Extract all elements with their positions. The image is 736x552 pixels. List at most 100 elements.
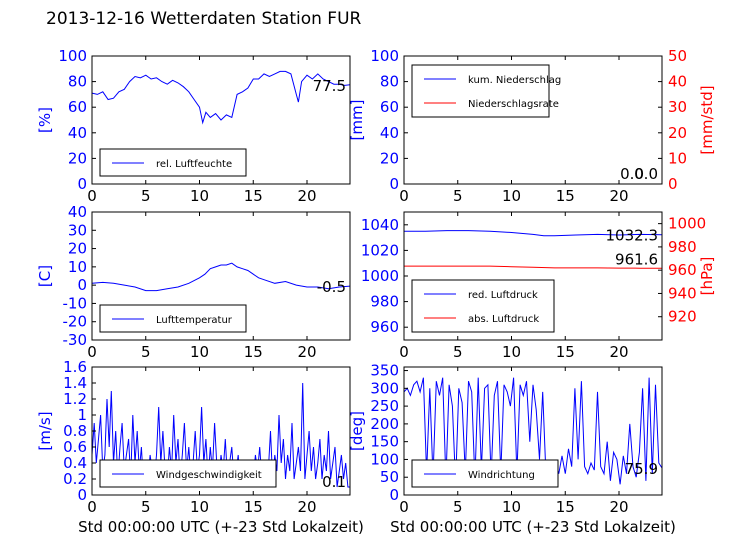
y-tick-label-windspeed: 1.2	[63, 390, 87, 408]
x-tick-label-pressure: 15	[556, 343, 575, 361]
legend-label-pressure: red. Luftdruck	[468, 290, 538, 301]
x-tick-label-precip: 15	[556, 187, 575, 205]
chart-pressure: 0 5 10 15 20 960 980 1000 1020 1040 920 940 960 980 10…	[361, 211, 716, 361]
legend-box-pressure	[411, 279, 555, 333]
plot-frame-temperature	[91, 211, 351, 341]
y-tick-label-pressure: 960	[370, 318, 399, 336]
y2-tick-label-precip: 50	[668, 47, 687, 65]
x-tick-label-humidity: 15	[244, 187, 263, 205]
y2-tick-label-pressure: 940	[668, 284, 697, 302]
y-tick-label-precip: 20	[380, 149, 399, 167]
x-tick-label-humidity: 5	[141, 187, 151, 205]
chart-temperature: 0 5 10 15 20-30-20-10010203040[C]Lufttempera…	[36, 203, 351, 361]
x-tick-label-precip: 10	[502, 187, 521, 205]
y-tick-label-precip: 80	[380, 73, 399, 91]
y-tick-label-winddir: 350	[370, 362, 399, 380]
last-value-label2-precip: 0.0	[620, 165, 644, 183]
last-value-label-humidity: 77.5	[313, 77, 346, 95]
x-tick-label-pressure: 20	[609, 343, 628, 361]
x-tick-label-precip: 0	[399, 187, 409, 205]
y2-tick-label-precip: 10	[668, 149, 687, 167]
x-tick-label-humidity: 10	[190, 187, 209, 205]
x-tick-label-winddir: 10	[502, 498, 521, 516]
x-tick-label-temperature: 0	[87, 343, 97, 361]
chart-winddir: 0 5 10 15 20050100150200250300350[deg]Windri…	[348, 362, 676, 536]
y-tick-label-temperature: 10	[68, 258, 87, 276]
y-axis-label-winddir: [deg]	[348, 411, 366, 451]
x-tick-label-temperature: 20	[297, 343, 316, 361]
y-axis-label-temperature: [C]	[36, 265, 54, 287]
y-tick-label-precip: 60	[380, 98, 399, 116]
y-axis-label-precip: [mm]	[348, 100, 366, 141]
last-value-label-precip: 0.0	[634, 165, 658, 183]
y-tick-label-windspeed: 1.4	[63, 374, 87, 392]
y-tick-label-windspeed: 0.8	[63, 422, 87, 440]
y-tick-label-temperature: 40	[68, 203, 87, 221]
y-tick-label-humidity: 60	[68, 98, 87, 116]
x-tick-label-pressure: 0	[399, 343, 409, 361]
y-axis-label-windspeed: [m/s]	[36, 411, 54, 450]
y-tick-label-windspeed: 0	[77, 486, 87, 504]
x-axis-label-windspeed: Std 00:00:00 UTC (+-23 Std Lokalzeit)	[78, 518, 364, 536]
y-tick-label-winddir: 150	[370, 433, 399, 451]
last-value-label-windspeed: 0.1	[322, 473, 346, 491]
x-tick-label-windspeed: 10	[190, 498, 209, 516]
series-line-humidity-0	[91, 70, 351, 125]
chart-precip: 0 5 10 15 20 0 20 40 60 80 100 0 10 20 30 40 50 [mm] [mm/s…	[348, 47, 716, 205]
x-tick-label-precip: 20	[609, 187, 628, 205]
y2-tick-label-precip: 20	[668, 124, 687, 142]
y-tick-label-temperature: 30	[68, 221, 87, 239]
x-tick-label-winddir: 0	[399, 498, 409, 516]
y2-axis-label-pressure: [hPa]	[698, 257, 716, 296]
y-tick-label-humidity: 100	[58, 47, 87, 65]
legend-label-precip: Niederschlagsrate	[468, 99, 559, 110]
plot-frame-winddir	[403, 366, 663, 496]
page-title: 2013-12-16 Wetterdaten Station FUR	[46, 9, 362, 29]
last-value-label-temperature: -0.5	[317, 278, 346, 296]
series-line-pressure-0	[404, 230, 663, 237]
y-tick-label-precip: 100	[370, 47, 399, 65]
y-tick-label-winddir: 50	[380, 468, 399, 486]
legend-box-precip	[411, 64, 550, 118]
y-tick-label-windspeed: 0.2	[63, 470, 87, 488]
x-tick-label-temperature: 5	[141, 343, 151, 361]
x-tick-label-winddir: 20	[609, 498, 628, 516]
y2-tick-label-pressure: 920	[668, 308, 697, 326]
legend-label-precip: kum. Niederschlag	[468, 75, 561, 86]
x-tick-label-temperature: 10	[190, 343, 209, 361]
y-tick-label-pressure: 1040	[361, 216, 399, 234]
chart-humidity: 0 5 10 15 20 0 20 40 60 80 100 [%] rel. Luftfeuchte 7…	[36, 47, 351, 205]
y-axis-label-humidity: [%]	[36, 107, 54, 133]
legend-label-winddir: Windrichtung	[468, 470, 535, 481]
y-tick-label-pressure: 1000	[361, 267, 399, 285]
plot-frame-humidity	[91, 55, 351, 185]
plot-frame-precip	[403, 55, 663, 185]
y-tick-label-windspeed: 0.6	[63, 438, 87, 456]
y-tick-label-winddir: 300	[370, 379, 399, 397]
y-tick-label-windspeed: 1	[77, 406, 87, 424]
x-tick-label-pressure: 5	[453, 343, 463, 361]
x-tick-label-winddir: 15	[556, 498, 575, 516]
y2-tick-label-pressure: 960	[668, 261, 697, 279]
y-tick-label-temperature: 0	[77, 276, 87, 294]
y-tick-label-humidity: 0	[77, 175, 87, 193]
y2-axis-label-precip: [mm/std]	[698, 85, 716, 154]
y-tick-label-winddir: 0	[389, 486, 399, 504]
last-value-label-winddir: 75.9	[625, 460, 658, 478]
legend-label-humidity: rel. Luftfeuchte	[156, 159, 232, 170]
y-tick-label-pressure: 980	[370, 293, 399, 311]
y-tick-label-temperature: -10	[63, 294, 88, 312]
y-tick-label-windspeed: 0.4	[63, 454, 87, 472]
x-tick-label-windspeed: 0	[87, 498, 97, 516]
y-tick-label-humidity: 80	[68, 73, 87, 91]
y-tick-label-temperature: -30	[63, 331, 88, 349]
series-line-pressure-1	[404, 265, 663, 269]
y-tick-label-precip: 40	[380, 124, 399, 142]
y-tick-label-winddir: 200	[370, 415, 399, 433]
x-tick-label-winddir: 5	[453, 498, 463, 516]
y-tick-label-pressure: 1020	[361, 241, 399, 259]
last-value-label-pressure: 1032.3	[606, 227, 659, 245]
y-tick-label-humidity: 20	[68, 149, 87, 167]
y-tick-label-winddir: 100	[370, 450, 399, 468]
